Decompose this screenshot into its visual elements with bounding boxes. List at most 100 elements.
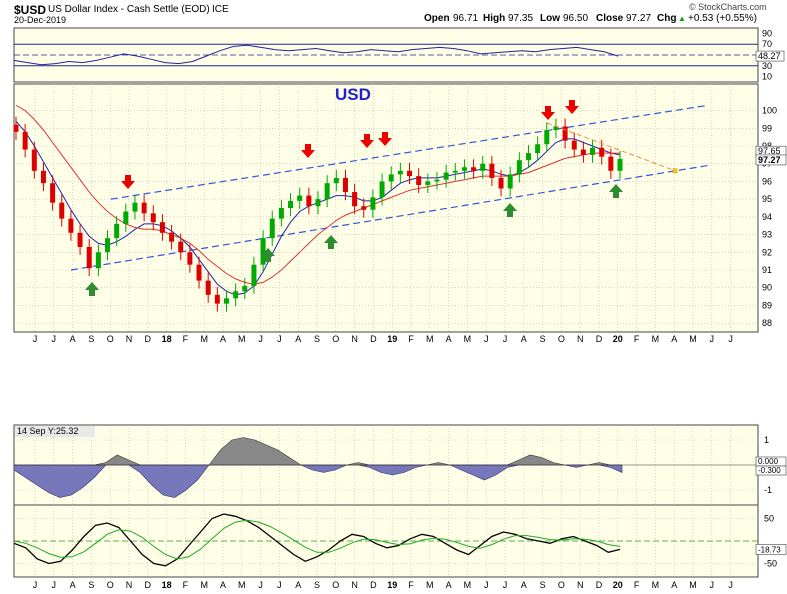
price-candle [434,179,440,182]
price-candle [269,218,275,239]
low-label: Low [540,13,560,24]
price-y-tick: 96 [762,176,772,186]
price-y-tick: 94 [762,212,772,222]
macd-x-tick: J [710,580,715,590]
oscillator-annotation: 14 Sep Y:25.32 [17,426,78,436]
price-candle [187,252,193,265]
price-candle [13,124,19,132]
macd-x-tick: M [238,580,246,590]
price-candle [535,144,541,154]
price-candle [397,170,403,175]
price-y-tick: 90 [762,283,772,293]
open-label: Open [424,13,450,24]
price-x-tick: J [258,334,263,344]
price-x-tick: A [446,334,452,344]
close-value: 97.27 [626,13,652,24]
price-candle [324,183,330,200]
macd-x-tick: F [408,580,414,590]
price-x-tick: N [577,334,584,344]
macd-x-tick: A [70,580,76,590]
price-x-tick: D [370,334,377,344]
price-candle [590,147,596,155]
price-x-tick: J [728,334,733,344]
down-arrow-icon [541,106,555,120]
up-arrow-icon [609,184,623,198]
price-candle [388,174,394,182]
price-x-tick: M [464,334,472,344]
price-candle [141,202,147,214]
macd-x-tick: 20 [613,580,623,590]
price-x-tick: N [351,334,358,344]
price-x-tick: O [558,334,565,344]
price-x-tick: S [540,334,546,344]
price-x-tick: F [183,334,189,344]
price-x-tick: F [408,334,414,344]
price-candle [132,202,138,212]
price-x-tick: 20 [613,334,623,344]
price-candle [77,232,83,247]
price-x-tick: D [145,334,152,344]
up-arrow-icon [261,248,275,262]
macd-x-tick: 18 [162,580,172,590]
price-candle [297,195,303,201]
price-candle [260,238,266,265]
up-arrow-icon [503,203,517,217]
price-candle [544,130,550,145]
oscillator-last-value-box [755,465,787,476]
price-candle [59,202,65,219]
macd-x-tick: M [689,580,697,590]
price-candle [278,208,284,219]
price-candle [31,149,37,171]
price-candle [223,298,229,304]
macd-x-tick: O [107,580,114,590]
price-candle [95,252,101,269]
price-y-tick: 88 [762,318,772,328]
price-candle [251,264,257,286]
price-candle [425,181,431,185]
rsi-y-tick: 90 [762,28,772,38]
price-last-value-ma: 97.65 [758,146,781,156]
rsi-y-tick: 70 [762,39,772,49]
price-x-tick: A [295,334,301,344]
chart-header: $USD US Dollar Index - Cash Settle (EOD)… [0,0,787,25]
price-candle [608,156,614,171]
price-x-tick: O [107,334,114,344]
macd-x-tick: S [88,580,94,590]
close-label: Close [596,13,624,24]
oscillator-y-tick: -1 [764,485,772,495]
price-x-tick: F [634,334,640,344]
macd-x-tick: O [332,580,339,590]
price-x-tick: M [238,334,246,344]
price-y-tick: 89 [762,300,772,310]
macd-x-tick: N [351,580,358,590]
macd-x-tick: J [277,580,282,590]
rsi-line [13,44,619,66]
rsi-y-tick: 30 [762,61,772,71]
up-arrow-icon [85,282,99,296]
price-candle [571,140,577,150]
price-candle [233,291,239,299]
price-candle [516,160,522,175]
change-value: +0.53 (+0.55%) [688,13,757,24]
price-x-tick: M [426,334,434,344]
macd-x-tick: A [220,580,226,590]
price-candle [416,176,422,185]
price-candle [242,285,248,292]
price-x-tick: J [484,334,489,344]
price-y-tick: 100 [762,106,777,116]
low-value: 96.50 [563,13,589,24]
price-x-tick: J [52,334,57,344]
price-candle [370,197,376,210]
watermark: © StockCharts.com [689,2,767,12]
down-arrow-icon [565,100,579,114]
price-candle [342,177,348,193]
price-candle [471,167,477,171]
price-candle [480,163,486,171]
price-candle [580,149,586,155]
change-label: Chg [657,13,677,24]
price-candle [50,183,56,203]
price-x-tick: J [503,334,508,344]
price-x-tick: A [521,334,527,344]
price-candle [443,172,449,180]
